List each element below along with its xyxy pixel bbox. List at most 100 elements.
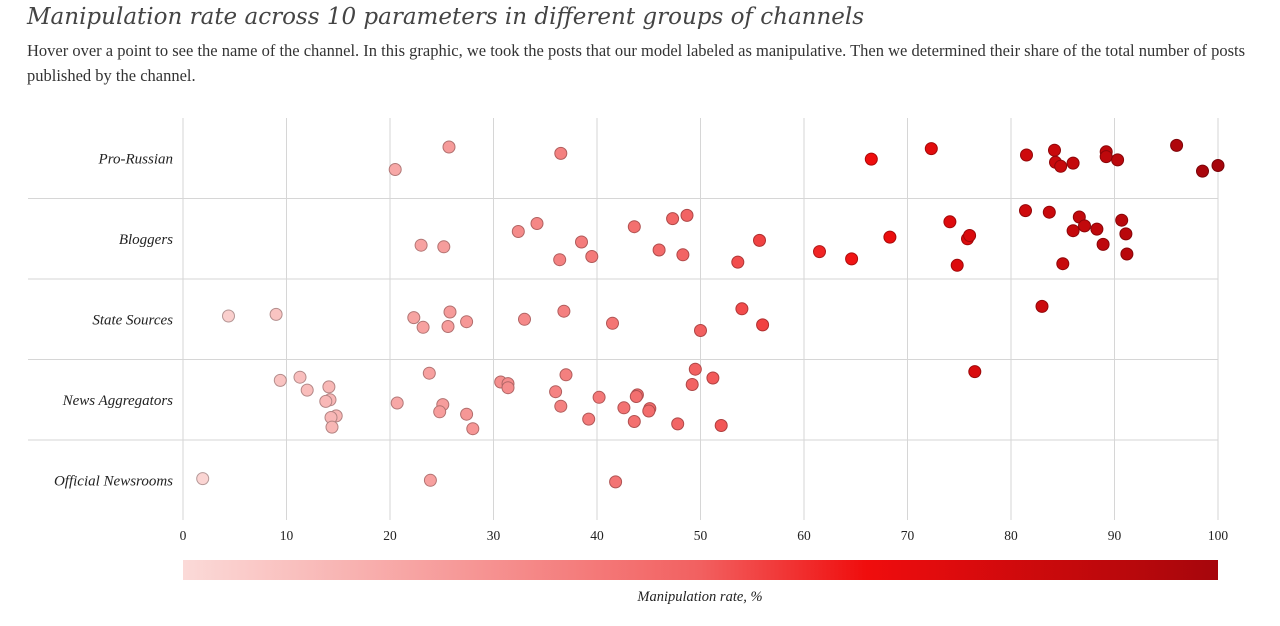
data-point[interactable]: News Aggregators: 39.2% [582, 412, 596, 426]
data-point[interactable]: Pro-Russian: 96% [1170, 138, 1184, 152]
data-point[interactable]: State Sources: 22.3% [407, 311, 421, 325]
data-point[interactable]: News Aggregators: 43.8% [629, 390, 643, 403]
data-point[interactable]: News Aggregators: 51.2% [706, 371, 720, 385]
x-tick-label: 50 [694, 528, 708, 543]
data-point[interactable]: Pro-Russian: 100% [1211, 159, 1225, 172]
data-point[interactable]: Pro-Russian: 89.2% [1099, 150, 1113, 164]
data-point[interactable]: Pro-Russian: 81.5% [1020, 148, 1033, 162]
data-point[interactable]: News Aggregators: 31.4% [501, 381, 515, 395]
x-tick-label: 70 [901, 528, 915, 543]
data-point[interactable]: State Sources: 27.4% [460, 315, 474, 329]
data-point[interactable]: State Sources: 41.5% [606, 316, 619, 330]
category-label: Pro-Russian [98, 151, 173, 167]
data-point[interactable]: Bloggers: 23% [414, 238, 428, 252]
data-point[interactable]: Bloggers: 47.3% [666, 212, 680, 226]
data-point[interactable]: Pro-Russian: 98.5% [1196, 164, 1209, 178]
data-point[interactable]: Bloggers: 61.5% [813, 245, 826, 259]
data-point[interactable]: Bloggers: 48.3% [676, 248, 690, 262]
data-point[interactable]: Bloggers: 48.7% [680, 208, 694, 222]
data-point[interactable]: Bloggers: 36.4% [553, 253, 567, 267]
data-point[interactable]: News Aggregators: 47.8% [671, 417, 685, 431]
data-point[interactable]: Bloggers: 81.4% [1019, 204, 1032, 218]
data-point[interactable]: Pro-Russian: 90.3% [1111, 153, 1125, 167]
data-point[interactable]: News Aggregators: 13.8% [319, 394, 333, 408]
data-point[interactable]: News Aggregators: 36.5% [554, 399, 568, 413]
data-point[interactable]: Bloggers: 85% [1056, 257, 1070, 271]
data-point[interactable]: State Sources: 36.8% [557, 304, 571, 318]
data-point[interactable]: Pro-Russian: 20.5% [388, 163, 402, 176]
data-point[interactable]: News Aggregators: 49.5% [688, 362, 702, 376]
x-tick-label: 20 [383, 528, 397, 543]
data-point[interactable]: News Aggregators: 27.4% [460, 407, 474, 421]
data-point[interactable]: Bloggers: 76% [963, 229, 977, 242]
data-point[interactable]: State Sources: 56% [756, 318, 770, 332]
data-point[interactable]: News Aggregators: 20.7% [390, 396, 404, 410]
data-point[interactable]: News Aggregators: 45% [642, 404, 656, 418]
data-point[interactable]: Bloggers: 46% [652, 243, 666, 257]
category-label: News Aggregators [62, 393, 174, 409]
data-point[interactable]: News Aggregators: 76.5% [968, 365, 982, 379]
data-point[interactable]: Bloggers: 90.7% [1115, 213, 1129, 227]
data-point[interactable]: State Sources: 54% [735, 302, 749, 316]
data-point[interactable]: State Sources: 50% [694, 324, 707, 337]
data-point[interactable]: Pro-Russian: 84.2% [1048, 143, 1061, 157]
data-point[interactable]: Bloggers: 39.5% [585, 250, 599, 263]
data-point[interactable]: State Sources: 83% [1035, 299, 1049, 313]
x-axis: 0 10 20 30 40 50 60 70 80 90 100 [180, 528, 1229, 543]
data-point[interactable]: Bloggers: 91.2% [1120, 247, 1134, 261]
data-point[interactable]: Pro-Russian: 72.3% [924, 142, 938, 156]
x-tick-label: 90 [1108, 528, 1122, 543]
data-point[interactable]: News Aggregators: 24.8% [433, 405, 447, 419]
data-point[interactable]: News Aggregators: 14.4% [325, 420, 339, 434]
data-point[interactable]: Bloggers: 88.9% [1096, 237, 1110, 251]
data-point[interactable]: Pro-Russian: 84.8% [1054, 159, 1068, 173]
data-points[interactable]: Pro-Russian: 20.5% Pro-Russian: 25.7% Pro-… [196, 138, 1225, 489]
data-point[interactable]: Official Newsrooms: 1.9% [196, 472, 210, 486]
data-point[interactable]: Bloggers: 64.6% [845, 252, 859, 266]
data-point[interactable]: News Aggregators: 40.2% [592, 390, 606, 404]
data-point[interactable]: Bloggers: 43.6% [627, 220, 641, 234]
data-point[interactable]: News Aggregators: 36% [549, 385, 563, 399]
data-point[interactable]: Bloggers: 88.3% [1090, 222, 1104, 236]
data-point[interactable]: News Aggregators: 52% [714, 419, 728, 432]
data-point[interactable]: State Sources: 25.6% [441, 320, 455, 333]
data-point[interactable]: News Aggregators: 23.8% [422, 366, 436, 380]
data-point[interactable]: Bloggers: 53.6% [731, 255, 745, 269]
grid [28, 118, 1219, 520]
data-point[interactable]: News Aggregators: 42.6% [617, 401, 631, 415]
data-point[interactable]: State Sources: 25.8% [443, 305, 457, 319]
data-point[interactable]: Bloggers: 25.2% [437, 240, 451, 254]
data-point[interactable]: Bloggers: 83.7% [1042, 205, 1056, 219]
data-point[interactable]: Bloggers: 68.3% [883, 230, 897, 244]
data-point[interactable]: Bloggers: 87.1% [1078, 219, 1091, 233]
data-point[interactable]: Pro-Russian: 86% [1066, 156, 1080, 170]
data-point[interactable]: News Aggregators: 43.6% [627, 415, 641, 428]
data-point[interactable]: News Aggregators: 28% [466, 422, 480, 436]
data-point[interactable]: News Aggregators: 9.4% [273, 373, 287, 387]
data-point[interactable]: Pro-Russian: 25.7% [442, 140, 456, 154]
data-point[interactable]: Pro-Russian: 66.5% [864, 152, 878, 166]
data-point[interactable]: Bloggers: 74.8% [950, 258, 964, 272]
data-point[interactable]: State Sources: 33% [518, 312, 531, 326]
data-point[interactable]: Bloggers: 55.7% [753, 233, 766, 247]
chart-title: Manipulation rate across 10 parameters i… [27, 4, 865, 30]
data-point[interactable]: Bloggers: 86% [1066, 224, 1080, 238]
data-point[interactable]: News Aggregators: 37% [559, 368, 573, 382]
x-tick-label: 60 [797, 528, 811, 543]
data-point[interactable]: Pro-Russian: 36.5% [554, 146, 568, 160]
data-point[interactable]: News Aggregators: 49.2% [685, 378, 699, 391]
data-point[interactable]: News Aggregators: 12% [300, 383, 314, 397]
data-point[interactable]: News Aggregators: 14.1% [322, 380, 336, 394]
data-point[interactable]: Bloggers: 91.1% [1119, 227, 1133, 241]
data-point[interactable]: State Sources: 4.4% [222, 309, 235, 323]
data-point[interactable]: News Aggregators: 11.3% [293, 370, 307, 384]
data-point[interactable]: Bloggers: 74.1% [943, 215, 957, 229]
data-point[interactable]: Bloggers: 38.5% [575, 235, 588, 249]
data-point[interactable]: State Sources: 23.2% [416, 320, 430, 334]
data-point[interactable]: Official Newsrooms: 23.9% [423, 473, 437, 487]
data-point[interactable]: Official Newsrooms: 41.8% [609, 475, 623, 489]
data-point[interactable]: Bloggers: 32.4% [511, 225, 525, 238]
data-point[interactable]: Bloggers: 34.2% [530, 217, 544, 230]
data-point[interactable]: State Sources: 9% [269, 307, 283, 321]
x-tick-label: 0 [180, 528, 187, 543]
